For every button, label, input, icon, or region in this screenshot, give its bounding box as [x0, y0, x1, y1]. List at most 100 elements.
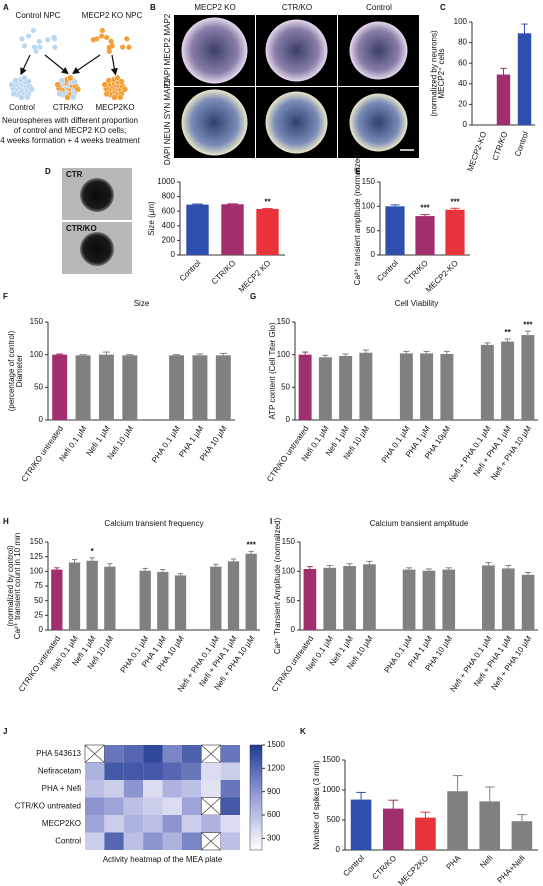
cell: [30, 27, 36, 34]
heat-cell: [85, 832, 105, 850]
bar: [75, 355, 91, 420]
y-tick-label: 150: [30, 317, 44, 326]
cell: [126, 44, 132, 50]
cell: [104, 34, 110, 40]
sphere-cell: [105, 77, 113, 84]
heat-cell: [104, 815, 124, 833]
bar: [479, 801, 501, 850]
y-tick-label: 100: [282, 566, 296, 575]
y-axis-label: Ca²⁺ Transient Amplitude (normalized): [273, 518, 282, 655]
error-bar: [524, 330, 531, 336]
y-tick-label: 100: [362, 201, 376, 210]
x-tick-label: Control: [513, 130, 530, 158]
sphere-cell: [111, 94, 118, 101]
y-tick-label: 500: [327, 815, 341, 824]
sphere-cell: [21, 74, 28, 82]
x-tick-label: Control: [341, 853, 366, 878]
caption-line: Neurospheres with different proportion: [2, 116, 138, 125]
bar: [298, 354, 312, 420]
heat-cell: [123, 780, 144, 798]
bar: [445, 209, 465, 255]
arrow: [44, 54, 69, 75]
bar: [511, 821, 533, 850]
sphere-label: Control: [9, 103, 35, 112]
bar: [420, 353, 434, 420]
y-axis-label: Number of spikes (3 min): [312, 760, 321, 850]
heat-cell: [104, 745, 124, 763]
y-tick-label: 150: [362, 177, 376, 186]
error-bar: [366, 560, 373, 565]
y-tick-label: 0: [286, 415, 291, 424]
cell: [33, 48, 39, 54]
bar: [52, 354, 68, 420]
error-bar: [342, 353, 349, 356]
error-bar: [192, 203, 203, 205]
error-bar: [177, 573, 184, 576]
y-axis-label: (normalized by neurons): [430, 30, 439, 117]
caption-line: of control and MECP2 KO cells;: [14, 126, 127, 135]
heat-cell: [181, 797, 202, 815]
bar: [339, 355, 353, 420]
x-tick-label: PHA 0.1 µM: [150, 424, 182, 465]
heat-cell: [220, 745, 240, 763]
y-tick-label: 600: [162, 206, 176, 215]
arrow: [72, 54, 101, 75]
sphere-cell: [74, 86, 81, 93]
significance: *: [91, 547, 95, 556]
significance: **: [264, 198, 271, 207]
arrow: [20, 54, 31, 76]
x-tick-label: CTR/KO: [402, 259, 430, 287]
bar: [256, 209, 279, 255]
error-bar: [142, 567, 148, 571]
bar: [415, 216, 435, 255]
heat-cell: [181, 780, 202, 798]
error-bar: [326, 564, 333, 568]
row-label: Control: [55, 836, 81, 845]
bar: [215, 355, 231, 420]
y-tick-label: 150: [282, 537, 296, 546]
heat-cell: [201, 815, 221, 833]
chart-title: Calcium transient frequency: [104, 519, 203, 528]
heat-cell: [220, 815, 240, 833]
bar: [98, 354, 114, 420]
heat-cell: [85, 780, 105, 798]
bar: [68, 562, 81, 630]
y-axis-label: Ca²⁺ transient count in 10 min: [13, 533, 22, 640]
y-tick-label: 40: [458, 79, 467, 88]
heat-cell: [123, 832, 144, 850]
panel-label: J: [3, 727, 7, 736]
heat-cell: [143, 797, 163, 815]
heat-cell: [162, 797, 182, 815]
bar: [501, 568, 515, 630]
y-tick-label: 80: [458, 38, 467, 47]
error-bar: [262, 207, 273, 210]
y-axis-label: Ca²⁺ transient amplitude (normalized): [353, 151, 362, 285]
cross: [201, 797, 221, 816]
cell: [19, 36, 25, 42]
error-bar: [230, 558, 237, 562]
sphere-cell: [24, 93, 31, 101]
sphere-cell: [121, 86, 128, 93]
cell: [108, 38, 114, 44]
color-tick-label: 1500: [267, 740, 285, 749]
error-bar: [484, 786, 495, 802]
bar: [139, 570, 151, 630]
cell: [51, 34, 57, 40]
column-label: CTR/KO: [282, 3, 312, 12]
bar: [382, 808, 404, 850]
bar: [104, 566, 116, 630]
bar: [480, 344, 494, 420]
heat-cell: [104, 762, 124, 780]
row-label: CTR/KO untreated: [15, 801, 81, 810]
x-tick-label: PHA 0.1 µM: [380, 424, 412, 465]
heat-cell: [181, 762, 202, 780]
error-bar: [443, 350, 450, 355]
heat-cell: [143, 780, 163, 798]
sphere-label: CTR/KO: [53, 103, 83, 112]
sphere-cell: [10, 90, 17, 97]
error-bar: [160, 569, 166, 572]
heat-cell: [181, 832, 202, 850]
error-bar: [173, 354, 181, 356]
y-tick-label: 400: [162, 221, 176, 230]
panel-label: C: [440, 3, 446, 12]
